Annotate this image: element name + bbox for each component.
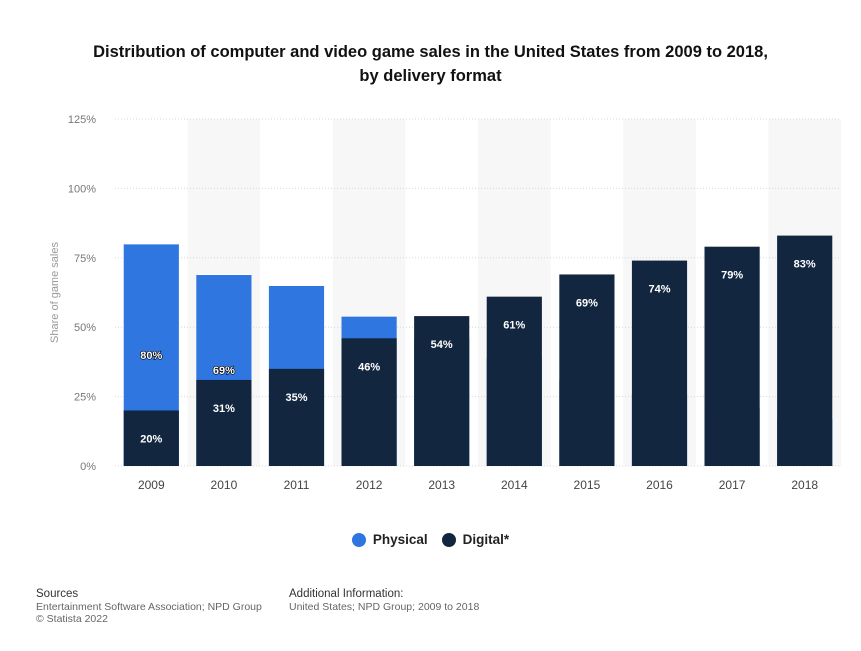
- x-tick-label: 2015: [574, 478, 601, 492]
- data-label: 80%: [140, 350, 162, 362]
- x-tick-label: 2010: [211, 478, 238, 492]
- stacked-bar-chart: 0% 25% 50% 75% 100% 125% Share of game sales 80…: [49, 114, 841, 492]
- x-tick-label: 2017: [719, 478, 746, 492]
- bar-digital: [196, 379, 252, 466]
- bar-digital: [268, 368, 325, 466]
- x-tick-label: 2012: [356, 478, 383, 492]
- y-tick-label: 50%: [74, 322, 96, 334]
- data-label: 69%: [576, 297, 598, 309]
- bar-digital: [414, 316, 470, 466]
- bar-digital: [704, 246, 760, 466]
- y-axis-title: Share of game sales: [49, 242, 61, 343]
- additional-info-text: United States; NPD Group; 2009 to 2018: [289, 600, 480, 613]
- x-tick-label: 2016: [646, 478, 673, 492]
- data-label: 20%: [140, 433, 162, 445]
- data-label: 31%: [213, 403, 235, 415]
- data-label: 35%: [285, 392, 307, 404]
- chart-title-line-1: Distribution of computer and video game …: [93, 43, 768, 61]
- y-tick-label: 75%: [74, 253, 96, 265]
- bar-digital: [486, 296, 542, 466]
- bar-digital: [559, 274, 615, 466]
- data-label: 46%: [358, 361, 380, 373]
- sources-text: Entertainment Software Association; NPD …: [36, 600, 262, 613]
- digital-swatch-icon: [441, 532, 456, 547]
- x-tick-label: 2014: [501, 478, 528, 492]
- copyright-text: © Statista 2022: [36, 613, 108, 625]
- x-tick-label: 2011: [284, 478, 310, 492]
- additional-info-heading: Additional Information:: [289, 588, 404, 600]
- legend-label-digital: Digital*: [462, 532, 510, 547]
- data-label: 61%: [503, 320, 525, 332]
- data-label: 54%: [431, 339, 453, 351]
- data-label: 79%: [721, 270, 743, 282]
- x-tick-label: 2009: [138, 478, 165, 492]
- y-tick-label: 0%: [80, 461, 96, 473]
- y-tick-label: 25%: [74, 392, 96, 404]
- y-tick-label: 100%: [68, 183, 96, 195]
- data-label: 74%: [648, 284, 670, 296]
- bar-digital: [777, 235, 833, 466]
- chart-legend: Physical Digital*: [0, 532, 861, 547]
- legend-label-physical: Physical: [372, 532, 428, 547]
- y-tick-label: 125%: [68, 114, 96, 126]
- chart-title-line-2: by delivery format: [359, 67, 502, 85]
- data-label: 83%: [794, 259, 816, 271]
- footer-additional-info: Additional Information: United States; N…: [289, 588, 479, 613]
- bar-digital: [123, 410, 179, 466]
- chart-title: Distribution of computer and video game …: [20, 40, 841, 88]
- legend-item-digital[interactable]: Digital*: [441, 532, 510, 547]
- bar-digital: [631, 260, 688, 466]
- footer-sources: Sources Entertainment Software Associati…: [36, 588, 262, 626]
- physical-swatch-icon: [351, 532, 366, 547]
- x-tick-label: 2013: [428, 478, 455, 492]
- bar-digital: [341, 338, 397, 466]
- sources-heading: Sources: [36, 588, 79, 600]
- legend-item-physical[interactable]: Physical: [351, 532, 428, 547]
- x-tick-label: 2018: [791, 478, 818, 492]
- data-label: 69%: [213, 365, 235, 377]
